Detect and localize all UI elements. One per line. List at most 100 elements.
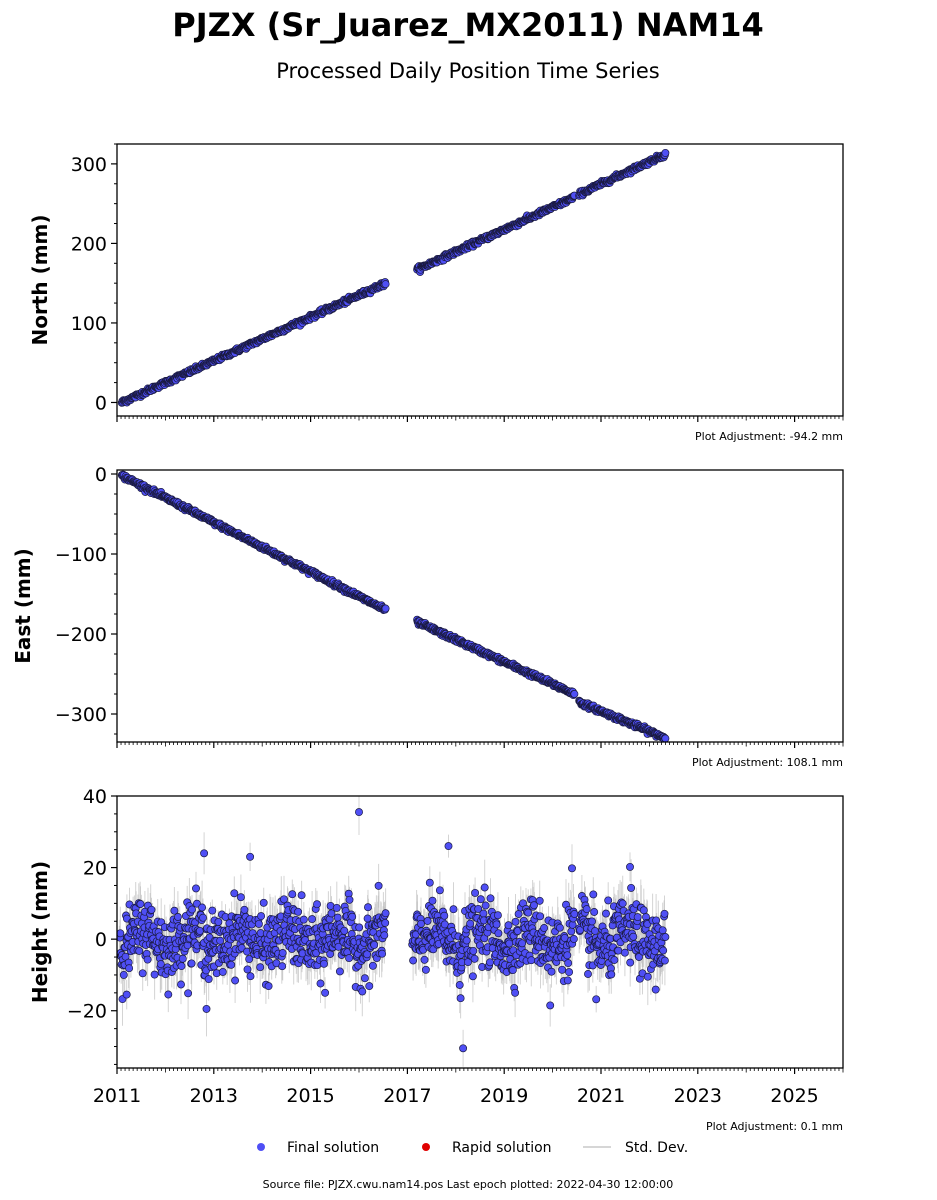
data-point [187, 959, 196, 968]
data-point [563, 951, 572, 960]
data-point [348, 912, 357, 921]
data-point [214, 917, 223, 926]
data-point [514, 910, 523, 918]
data-point [280, 895, 288, 904]
data-point [660, 956, 669, 965]
data-point [208, 906, 217, 915]
data-point [555, 923, 564, 932]
plot-frame [116, 469, 844, 743]
data-point [334, 942, 343, 951]
data-point [278, 962, 287, 971]
data-point [639, 906, 648, 915]
data-point [381, 918, 390, 927]
data-point [192, 884, 200, 893]
data-point [316, 979, 325, 988]
data-point [202, 1004, 211, 1013]
data-point [198, 903, 207, 912]
data-point [321, 988, 330, 997]
series-final-solution [117, 808, 670, 1053]
north-panel: 0 100 200 300 North (mm) Plot Adjustment: -94… [28, 143, 844, 443]
data-point [364, 903, 372, 912]
data-point [288, 890, 297, 899]
data-point [592, 995, 601, 1004]
y-tick-label: 200 [71, 233, 107, 255]
data-point [643, 972, 652, 981]
data-point [607, 970, 616, 979]
data-point [200, 849, 209, 858]
data-point [474, 904, 483, 913]
data-point [546, 1001, 555, 1010]
y-tick-label: 100 [71, 313, 107, 335]
plot-area [117, 148, 670, 407]
data-point [614, 946, 623, 955]
x-tick-label: 2019 [480, 1085, 528, 1107]
data-point [380, 931, 389, 940]
data-point [345, 895, 354, 904]
data-point [449, 905, 458, 914]
data-point [195, 926, 204, 935]
x-tick-label: 2017 [383, 1085, 431, 1107]
plot-area [117, 796, 670, 1067]
chart-title: PJZX (Sr_Juarez_MX2011) NAM14 [172, 6, 763, 44]
data-point [358, 987, 367, 996]
data-point [335, 967, 344, 976]
x-tick-label: 2013 [190, 1085, 238, 1107]
data-point [297, 891, 306, 900]
data-point [340, 926, 349, 935]
data-point [420, 955, 429, 964]
data-point [535, 896, 544, 905]
data-point [355, 808, 363, 817]
data-point [370, 940, 379, 949]
data-point [299, 915, 308, 924]
data-point [243, 965, 252, 974]
data-point [536, 912, 545, 921]
east-panel: 0 −100 −200 −300 East (mm) Plot Adjustment: 1… [11, 464, 844, 769]
y-axis-label: East (mm) [11, 548, 35, 664]
data-point [245, 955, 254, 964]
data-point [530, 901, 538, 910]
data-point [363, 950, 372, 959]
data-point [570, 910, 579, 918]
data-point [661, 933, 670, 941]
data-point [204, 975, 213, 984]
data-point [565, 968, 574, 977]
data-point [125, 964, 134, 973]
data-point [494, 929, 503, 938]
data-point [381, 604, 390, 613]
data-point [635, 953, 643, 961]
y-tick-label: 40 [83, 786, 107, 808]
plot-frame [116, 143, 844, 417]
data-point [568, 864, 576, 873]
y-tick-label: 0 [95, 929, 107, 951]
data-point [417, 919, 425, 928]
data-point [440, 920, 449, 929]
data-point [584, 970, 592, 978]
data-point [547, 967, 556, 976]
x-tick-label: 2025 [770, 1085, 818, 1107]
legend: Final solution Rapid solution Std. Dev. [257, 1140, 688, 1156]
x-tick-label: 2021 [577, 1085, 625, 1107]
data-point [661, 148, 670, 157]
data-point [264, 982, 273, 991]
data-point [332, 903, 341, 912]
data-point [493, 911, 502, 920]
plot-adjustment-note: Plot Adjustment: -94.2 mm [695, 430, 843, 443]
data-point [177, 980, 185, 989]
data-point [511, 917, 520, 926]
data-point [231, 976, 240, 985]
y-axis-label: Height (mm) [28, 861, 52, 1003]
data-point [236, 893, 245, 902]
y-tick-label: 300 [71, 154, 107, 176]
chart-subtitle: Processed Daily Position Time Series [276, 59, 660, 83]
data-point [345, 954, 354, 963]
data-point [435, 886, 444, 895]
y-axis-label: North (mm) [28, 214, 52, 345]
data-point [218, 967, 227, 976]
data-point [471, 888, 480, 897]
data-point [518, 939, 527, 948]
data-point [633, 913, 642, 922]
data-point [481, 901, 490, 910]
data-point [199, 913, 207, 922]
data-point [365, 982, 374, 991]
